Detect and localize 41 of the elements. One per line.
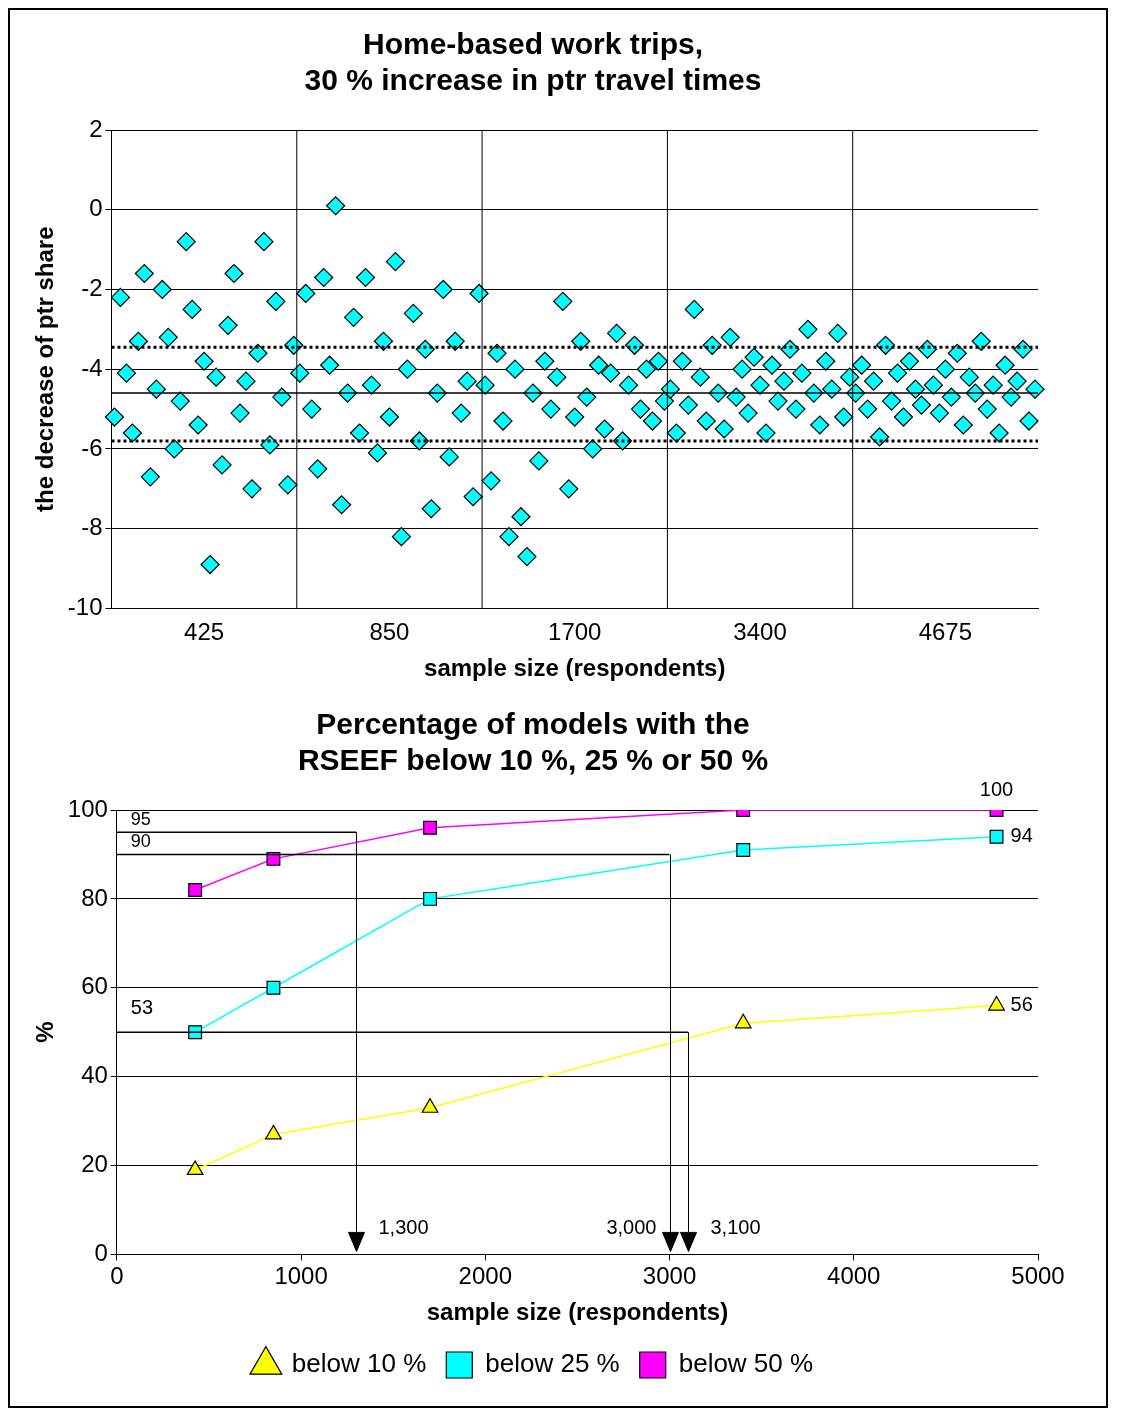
x-tick-label: 5000 bbox=[1011, 1262, 1065, 1290]
x-axis-title: sample size (respondents) bbox=[426, 1298, 729, 1326]
y-tick-label: 20 bbox=[81, 1150, 108, 1178]
legend-label: below 50 % bbox=[678, 1348, 814, 1379]
ref-line-label: 1,300 bbox=[378, 1215, 429, 1238]
annotation: 53 bbox=[130, 995, 154, 1018]
x-tick-label: 3000 bbox=[642, 1262, 697, 1290]
ref-line-label: 90 bbox=[130, 831, 151, 852]
data-label: 100 bbox=[979, 777, 1014, 800]
ref-line-label: 95 bbox=[130, 809, 151, 830]
y-tick-label: 80 bbox=[81, 883, 108, 911]
y-tick-label: -10 bbox=[67, 593, 103, 621]
y-tick-label: 60 bbox=[81, 972, 108, 1000]
legend-label: below 10 % bbox=[291, 1348, 427, 1379]
ref-line-label: 3,100 bbox=[710, 1215, 761, 1238]
y-tick-label: -8 bbox=[81, 513, 103, 541]
x-tick-label: 2000 bbox=[458, 1262, 512, 1290]
x-tick-label: 425 bbox=[184, 618, 225, 646]
y-tick-label: 40 bbox=[81, 1061, 108, 1089]
y-tick-label: -2 bbox=[81, 274, 103, 302]
y-tick-label: -6 bbox=[81, 433, 103, 461]
ref-line-label: 3,000 bbox=[606, 1215, 657, 1238]
data-label: 56 bbox=[1010, 993, 1033, 1016]
y-axis-title: % bbox=[31, 1021, 59, 1043]
y-tick-label: 2 bbox=[89, 114, 103, 142]
chart-title: Percentage of models with the RSEEF below 10 %, 25 % or 50 % bbox=[297, 707, 769, 777]
x-axis-title: sample size (respondents) bbox=[424, 654, 726, 682]
y-tick-label: 0 bbox=[94, 1239, 108, 1267]
x-tick-label: 1700 bbox=[548, 618, 602, 646]
chart-title: Home-based work trips, 30 % increase in ptr travel times bbox=[304, 27, 762, 97]
y-tick-label: -4 bbox=[81, 353, 103, 381]
x-tick-label: 4675 bbox=[918, 618, 973, 646]
y-tick-label: 100 bbox=[67, 794, 108, 822]
x-tick-label: 3400 bbox=[733, 618, 787, 646]
y-tick-label: 0 bbox=[89, 194, 103, 222]
legend-label: below 25 % bbox=[485, 1348, 620, 1379]
x-tick-label: 4000 bbox=[827, 1262, 881, 1290]
y-axis-title: the decrease of ptr share bbox=[31, 226, 59, 512]
x-tick-label: 850 bbox=[369, 618, 410, 646]
data-label: 94 bbox=[1010, 824, 1033, 847]
x-tick-label: 1000 bbox=[274, 1262, 328, 1290]
